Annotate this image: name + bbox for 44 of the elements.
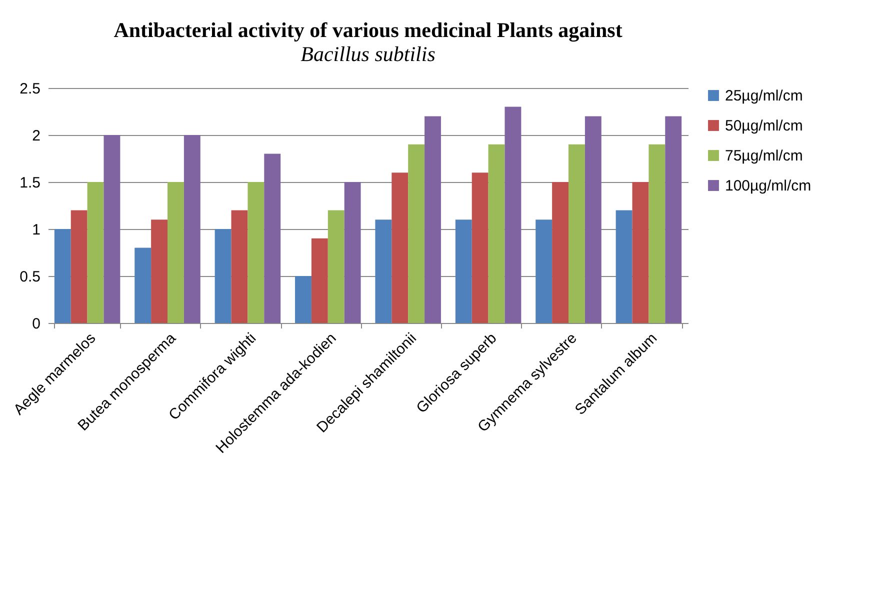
bar — [375, 220, 392, 323]
chart-subtitle: Bacillus subtilis — [300, 42, 436, 66]
bar — [214, 229, 232, 323]
bar — [552, 182, 568, 323]
y-tick-label: 0.5 — [20, 268, 40, 286]
bar — [392, 172, 408, 323]
legend-label: 25µg/ml/cm — [725, 88, 803, 104]
bar — [151, 220, 168, 323]
bar — [472, 172, 488, 323]
legend-label: 100µg/ml/cm — [725, 178, 812, 194]
bar — [311, 238, 328, 323]
y-tick-label: 2.5 — [20, 80, 40, 98]
y-tick-label: 1.5 — [20, 174, 40, 192]
bar — [568, 144, 585, 323]
bar — [104, 135, 120, 323]
bar — [70, 210, 88, 323]
bar — [168, 182, 184, 323]
bar — [87, 182, 104, 323]
bar — [408, 144, 425, 323]
bar — [504, 106, 522, 323]
bar — [455, 220, 472, 323]
bar — [424, 116, 441, 323]
y-tick-label: 2 — [32, 128, 40, 144]
bar — [584, 116, 602, 323]
legend-label: 75µg/ml/cm — [725, 148, 803, 164]
bar — [248, 182, 264, 323]
bar — [536, 220, 552, 323]
bar — [264, 154, 281, 323]
bar — [344, 182, 361, 323]
bar — [616, 210, 632, 323]
bar — [328, 210, 344, 323]
bar — [488, 144, 505, 323]
legend-label: 50µg/ml/cm — [725, 118, 803, 134]
bar — [54, 229, 71, 323]
bar — [665, 116, 682, 323]
bar — [632, 182, 649, 323]
bar — [231, 210, 248, 323]
chart-title: Antibacterial activity of various medicinal Plants against — [114, 18, 622, 42]
y-tick-label: 1 — [32, 222, 40, 238]
y-tick-label: 0 — [32, 316, 40, 332]
bar — [184, 135, 200, 323]
bar — [295, 276, 312, 323]
bar — [134, 248, 152, 323]
bar — [648, 144, 666, 323]
